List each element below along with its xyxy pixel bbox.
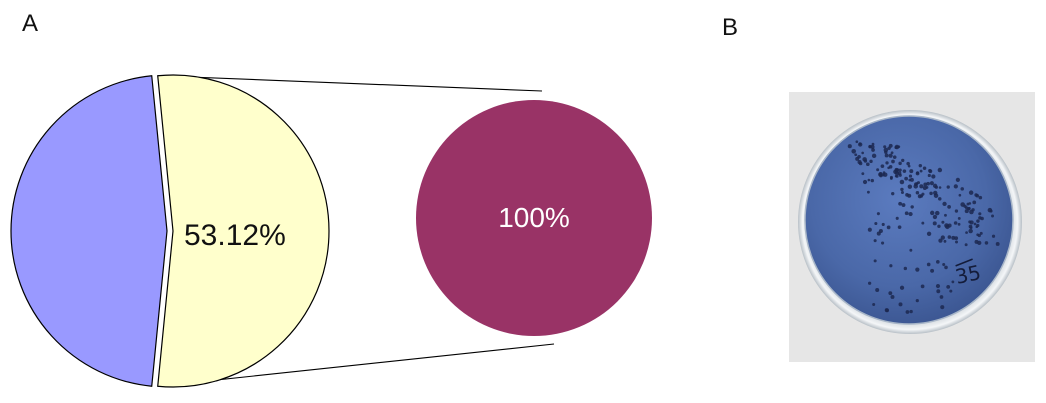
- main-pie-slice-label: 53.12%: [184, 219, 286, 252]
- main-pie-slice-minor: [10, 75, 168, 387]
- main-pie-slice-major: [157, 74, 330, 388]
- petri-dish-medium: [805, 116, 1013, 324]
- main-pie: 53.12%: [10, 74, 330, 388]
- pie-connector-lines: [157, 75, 555, 387]
- bacterial-colonies: [847, 140, 1000, 314]
- secondary-pie-slice-label: 100%: [498, 202, 570, 233]
- secondary-pie-slice: [416, 100, 652, 336]
- panel-label-a: A: [22, 10, 39, 37]
- connector-line-top: [157, 75, 543, 92]
- petri-dish-photo: 35: [789, 92, 1035, 362]
- panel-label-b: B: [722, 14, 739, 41]
- secondary-pie: 100%: [416, 100, 652, 336]
- connector-line-bottom: [157, 343, 555, 387]
